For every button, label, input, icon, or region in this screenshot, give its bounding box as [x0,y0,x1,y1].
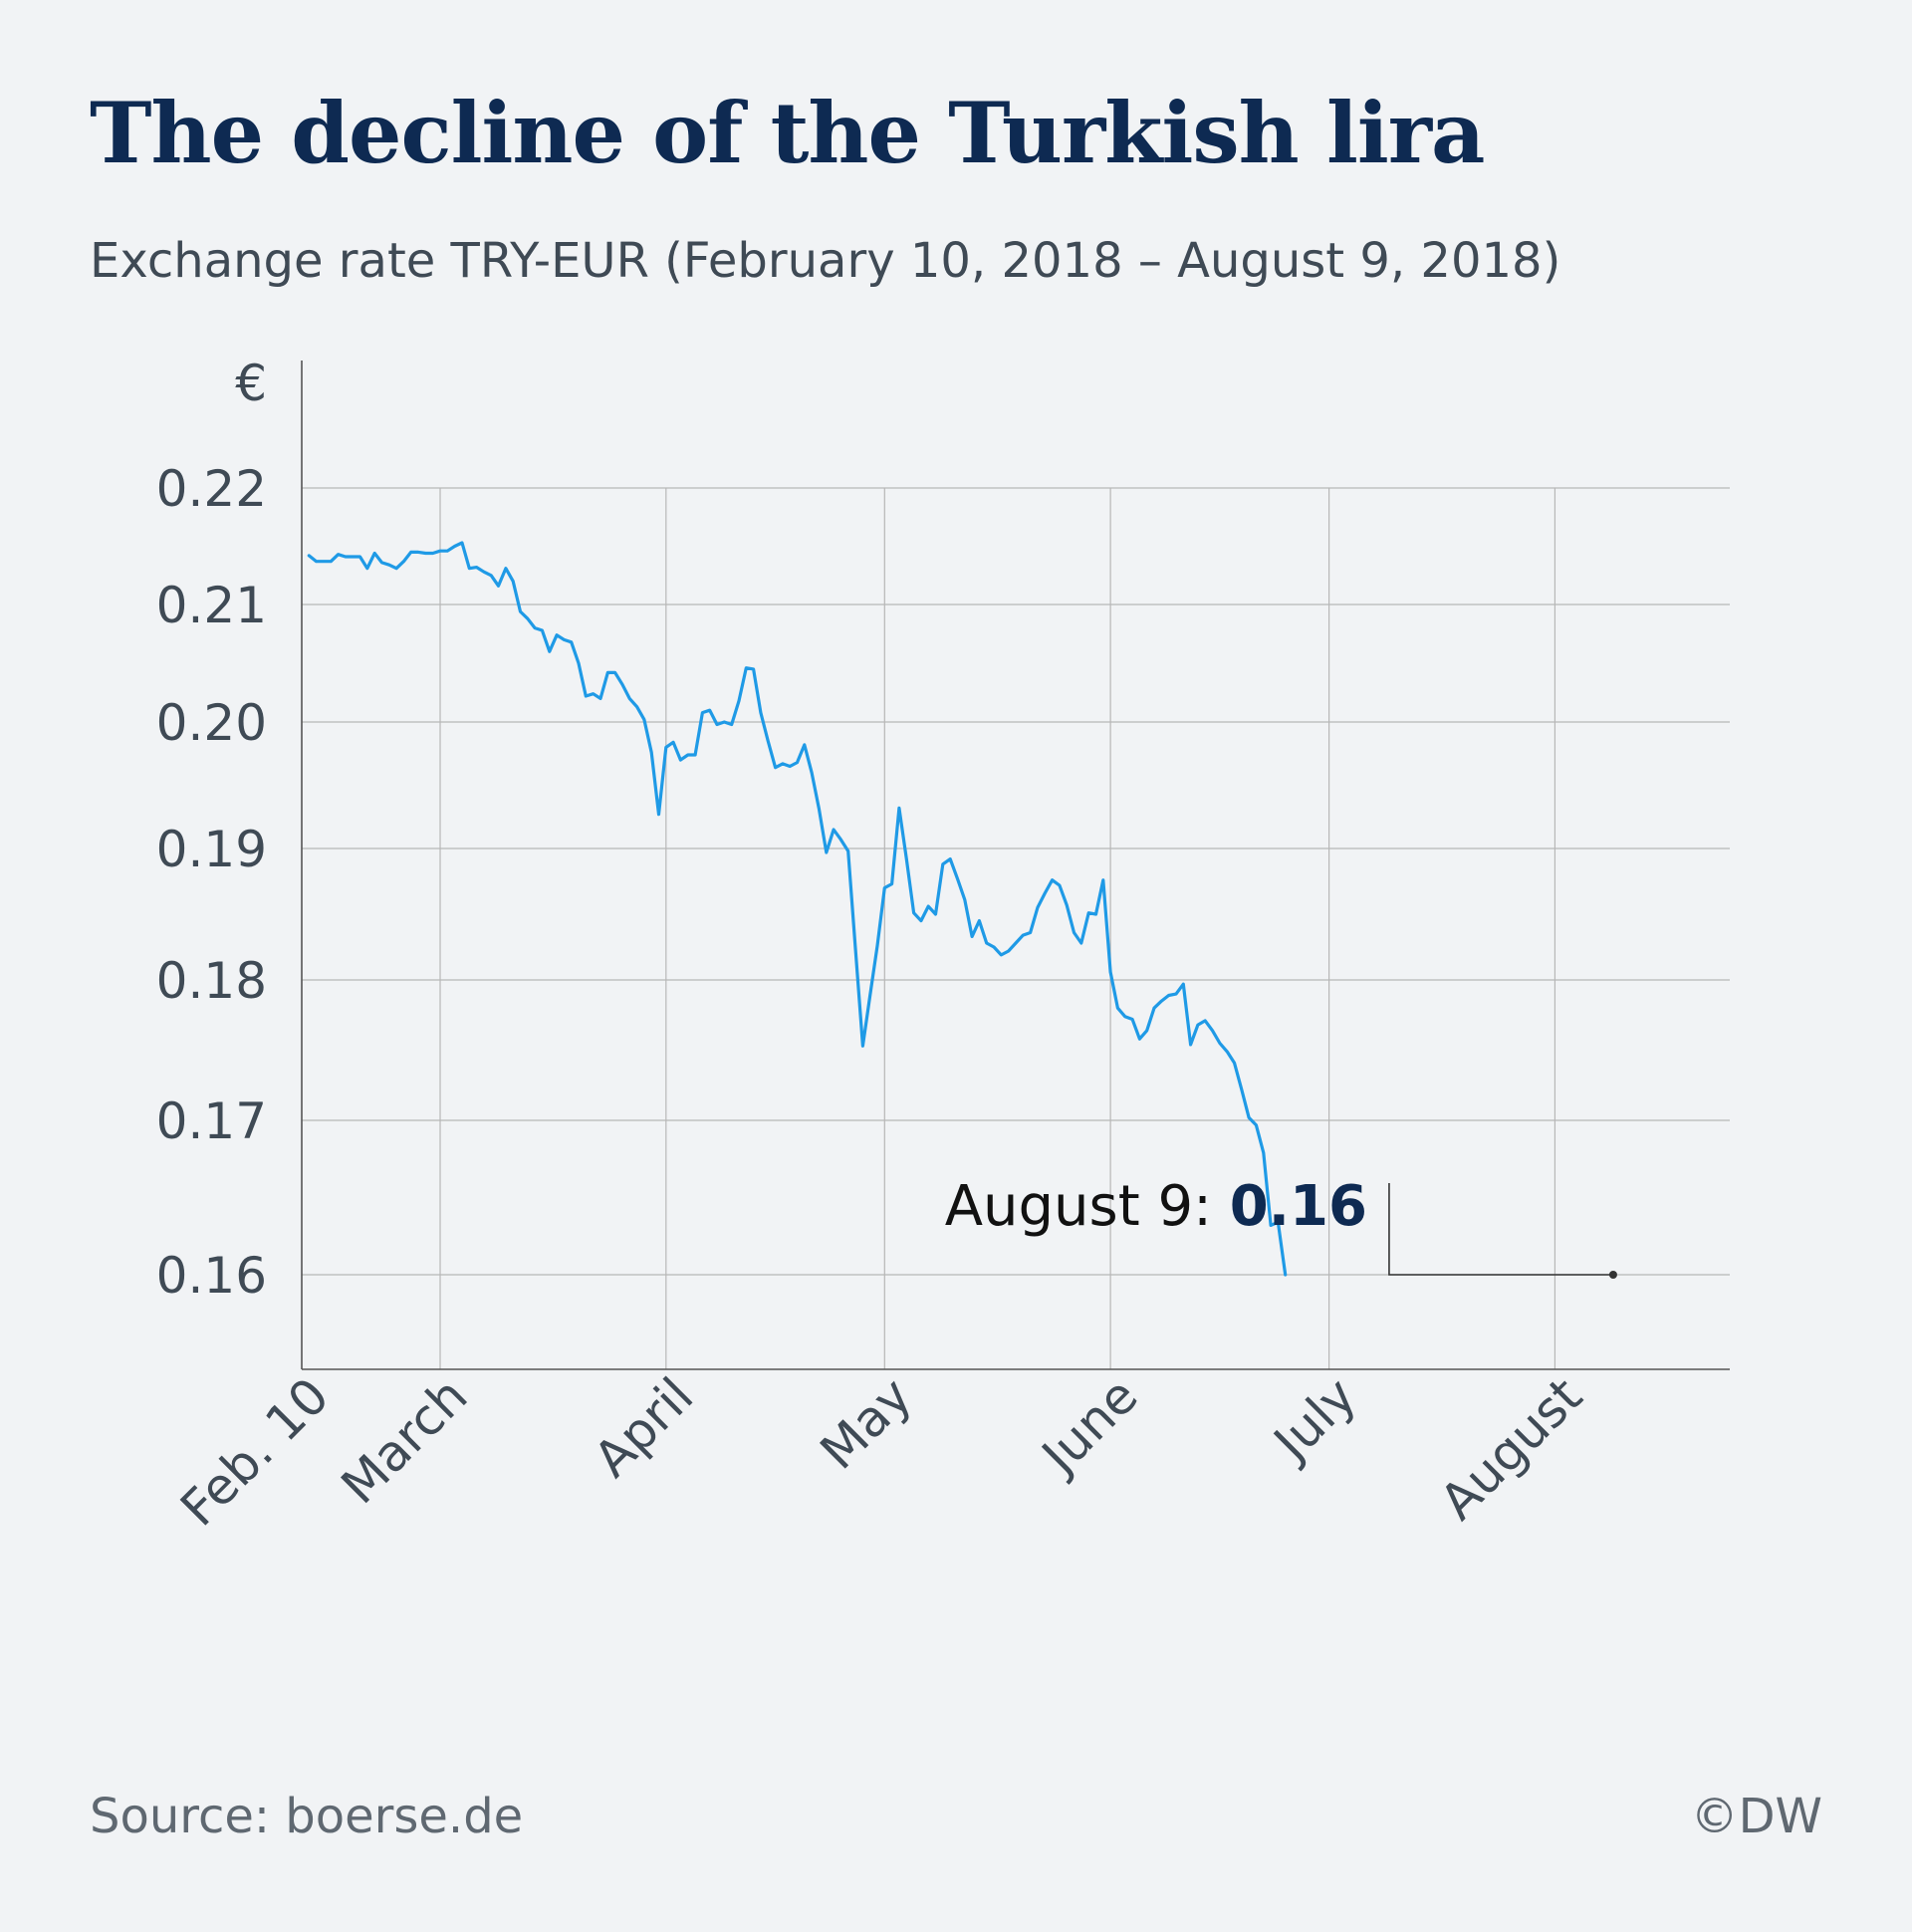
annotation-value: 0.16 [1230,1174,1367,1239]
x-tick-label: April [583,1366,704,1488]
x-tick-label: March [331,1366,479,1515]
y-tick-label: 0.17 [156,1092,267,1150]
x-tick-label: Feb. 10 [169,1366,340,1537]
x-tick-label: May [810,1366,923,1480]
axes [301,361,1730,1370]
x-tick-label: August [1429,1366,1593,1531]
chart-title: The decline of the Turkish lira [90,84,1485,182]
line-chart: € 0.220.210.200.190.180.170.16 Feb. 10Ma… [156,355,1730,1538]
y-tick-label: 0.22 [156,460,267,518]
y-tick-label: 0.21 [156,577,267,634]
copyright-credit: ©DW [1690,1789,1822,1844]
x-tick-label: June [1029,1366,1148,1486]
y-axis-unit-label: € [235,355,267,412]
series-layer [307,541,1288,1277]
annotation-label: August 9: [945,1174,1230,1239]
y-tick-label: 0.19 [156,821,267,878]
annotation-leader-line [1388,1183,1613,1276]
y-tick-label: 0.18 [156,952,267,1010]
x-tick-label: July [1261,1366,1367,1473]
y-tick-label: 0.20 [156,694,267,752]
annotation-end-point [1608,1271,1617,1279]
series-line [307,541,1288,1277]
y-tick-labels: 0.22 0.21 0.20 0.19 0.18 0.17 0.16 [156,460,267,1305]
annotation-text: August 9: 0.16 [945,1174,1367,1239]
y-tick-label: 0.16 [156,1247,267,1305]
annotation: August 9: 0.16 [945,1174,1617,1279]
chart-subtitle: Exchange rate TRY-EUR (February 10, 2018… [90,233,1561,289]
source-note: Source: boerse.de [90,1789,524,1844]
